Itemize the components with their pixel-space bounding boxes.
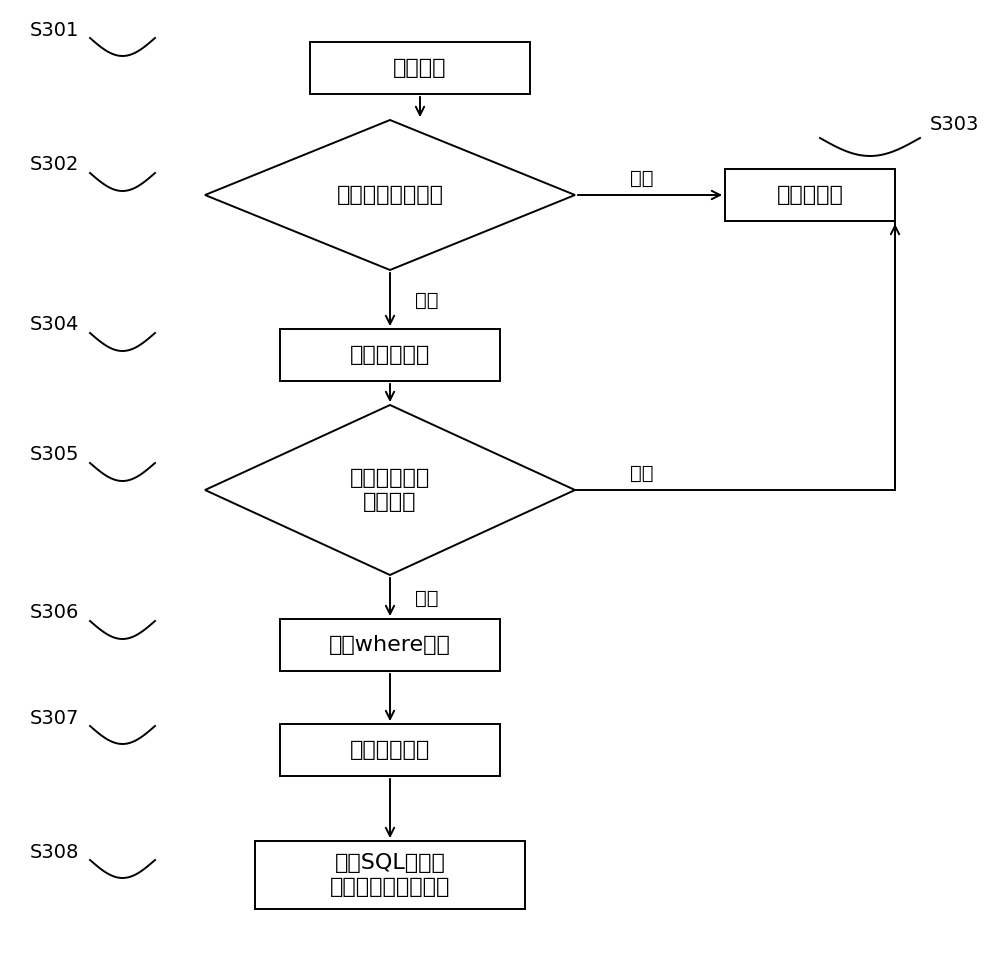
Text: 解析where条件: 解析where条件 <box>329 635 451 655</box>
Text: 非空: 非空 <box>415 589 438 607</box>
Text: 解析排序条件: 解析排序条件 <box>350 740 430 760</box>
Text: 判断表名是否为空: 判断表名是否为空 <box>336 185 444 205</box>
Text: S307: S307 <box>30 709 79 727</box>
Text: S305: S305 <box>30 446 80 464</box>
Bar <box>280 329 500 381</box>
Text: S308: S308 <box>30 842 79 862</box>
Text: 返回空语句: 返回空语句 <box>777 185 843 205</box>
Polygon shape <box>205 120 575 270</box>
Bar <box>280 724 500 776</box>
Text: S306: S306 <box>30 603 79 623</box>
Text: S304: S304 <box>30 315 79 335</box>
Text: 生成SQL语句，
并传给数值流生成器: 生成SQL语句， 并传给数值流生成器 <box>330 854 450 896</box>
Text: 非空: 非空 <box>415 290 438 309</box>
Bar <box>255 841 525 909</box>
Text: 解析字段列表: 解析字段列表 <box>350 345 430 365</box>
Bar <box>725 169 895 221</box>
Bar <box>280 619 500 671</box>
Text: S301: S301 <box>30 20 79 40</box>
Text: 为空: 为空 <box>630 168 654 188</box>
Text: 为空: 为空 <box>630 463 654 483</box>
Text: 解析表名: 解析表名 <box>393 58 447 78</box>
Text: S303: S303 <box>930 115 979 134</box>
Bar <box>310 42 530 94</box>
Polygon shape <box>205 405 575 575</box>
Text: S302: S302 <box>30 156 79 174</box>
Text: 判断字段列表
是否为空: 判断字段列表 是否为空 <box>350 468 430 512</box>
